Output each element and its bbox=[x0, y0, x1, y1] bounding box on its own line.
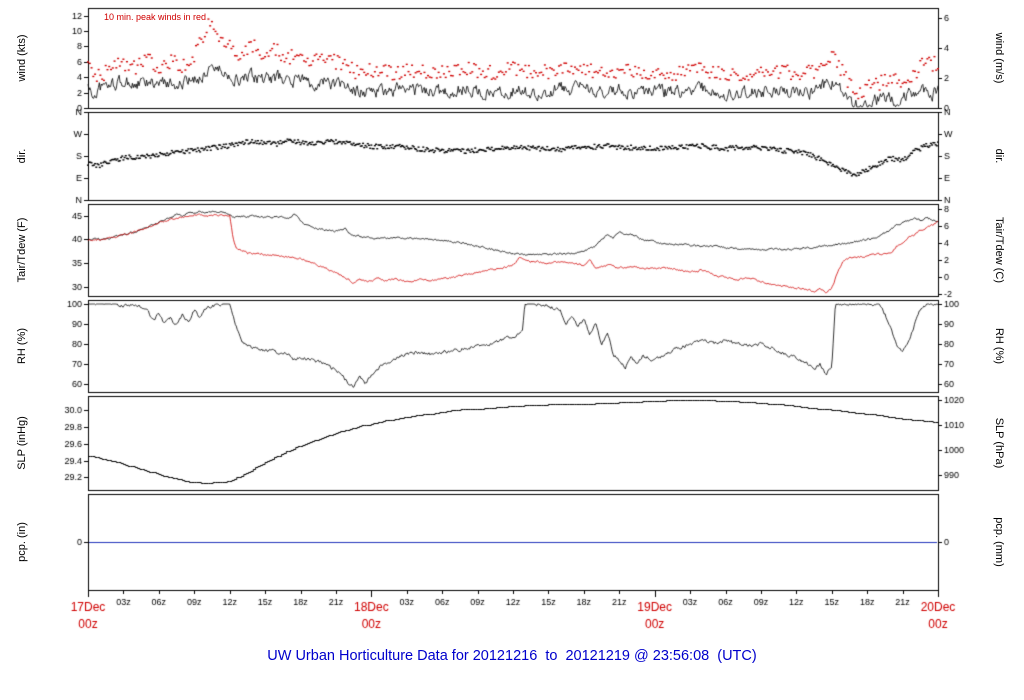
dir-left-axis-label: dir. bbox=[16, 148, 28, 164]
rh-right-axis-label: RH (%) bbox=[993, 327, 1005, 365]
chart-title: UW Urban Horticulture Data for 20121216 … bbox=[267, 648, 757, 664]
peak-wind-note: 10 min. peak winds in red bbox=[104, 12, 207, 22]
temp-right-axis-label: Tair/Tdew (C) bbox=[993, 216, 1005, 284]
temp-left-axis-label: Tair/Tdew (F) bbox=[16, 217, 28, 283]
dir-right-axis-label: dir. bbox=[993, 148, 1005, 164]
rh-left-axis-label: RH (%) bbox=[16, 327, 28, 365]
slp-right-axis-label: SLP (hPa) bbox=[993, 417, 1005, 469]
wind-left-axis-label: wind (kts) bbox=[16, 34, 28, 82]
pcp-right-axis-label: pcp. (mm) bbox=[993, 517, 1005, 567]
pcp-left-axis-label: pcp. (in) bbox=[16, 522, 28, 562]
wind-right-axis-label: wind (m/s) bbox=[993, 32, 1005, 84]
slp-left-axis-label: SLP (inHg) bbox=[16, 416, 28, 470]
